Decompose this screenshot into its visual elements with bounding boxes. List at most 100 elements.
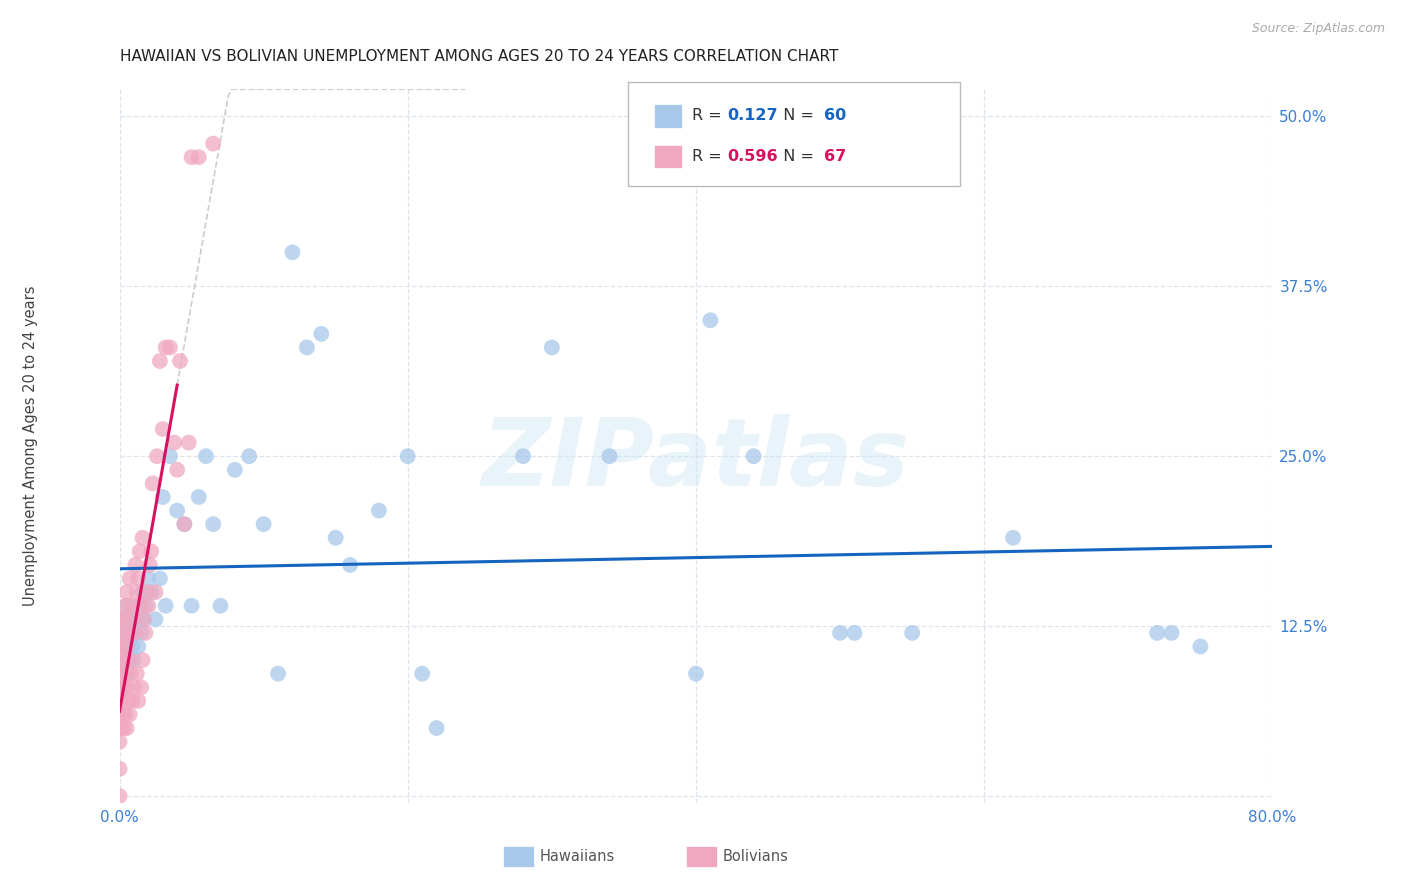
Point <box>699 313 721 327</box>
Point <box>127 572 149 586</box>
Point <box>129 599 152 613</box>
Point <box>108 762 131 776</box>
Point <box>120 666 142 681</box>
Text: Source: ZipAtlas.com: Source: ZipAtlas.com <box>1251 22 1385 36</box>
Point <box>339 558 361 572</box>
Point <box>267 666 290 681</box>
Text: Bolivians: Bolivians <box>723 849 789 863</box>
Point <box>134 626 156 640</box>
Point <box>309 326 333 341</box>
Point <box>114 653 136 667</box>
Point <box>108 640 131 654</box>
Point <box>253 517 276 532</box>
Point <box>1189 640 1212 654</box>
Point <box>295 341 318 355</box>
Point <box>685 666 707 681</box>
Point <box>127 694 149 708</box>
Point <box>115 666 138 681</box>
Point <box>128 612 150 626</box>
Point <box>159 449 181 463</box>
Point <box>131 585 153 599</box>
Point <box>121 694 143 708</box>
Point <box>120 626 142 640</box>
Point <box>163 435 186 450</box>
Point <box>115 721 138 735</box>
Point <box>122 626 145 640</box>
Point <box>110 640 132 654</box>
Point <box>830 626 852 640</box>
Point <box>844 626 866 640</box>
Point <box>173 517 195 532</box>
Point <box>202 136 225 151</box>
Point <box>209 599 232 613</box>
Text: 0.127: 0.127 <box>727 109 778 123</box>
Point <box>132 612 155 626</box>
Point <box>512 449 534 463</box>
Point <box>108 734 131 748</box>
Point <box>108 680 131 694</box>
Point <box>134 599 156 613</box>
Text: N =: N = <box>773 109 820 123</box>
Point <box>114 626 136 640</box>
Point <box>122 612 145 626</box>
Point <box>122 653 145 667</box>
Point <box>166 463 188 477</box>
Point <box>202 517 225 532</box>
Point <box>132 612 155 626</box>
Point <box>131 531 153 545</box>
Point <box>599 449 621 463</box>
Point <box>145 612 167 626</box>
Text: N =: N = <box>773 149 820 163</box>
Point <box>110 666 132 681</box>
Point <box>115 585 138 599</box>
Point <box>108 707 131 722</box>
Point <box>177 435 200 450</box>
Point <box>117 640 139 654</box>
Point <box>142 476 165 491</box>
Point <box>108 612 131 626</box>
Point <box>187 150 209 164</box>
Point <box>152 422 174 436</box>
Point <box>396 449 419 463</box>
Point <box>121 612 143 626</box>
Text: Unemployment Among Ages 20 to 24 years: Unemployment Among Ages 20 to 24 years <box>24 285 38 607</box>
Point <box>111 612 134 626</box>
Point <box>173 517 195 532</box>
Point <box>901 626 924 640</box>
Point <box>129 680 152 694</box>
Point <box>129 626 152 640</box>
Point <box>180 599 202 613</box>
Point <box>138 572 160 586</box>
Point <box>1146 626 1168 640</box>
Point <box>152 490 174 504</box>
Point <box>368 503 391 517</box>
Point <box>149 572 172 586</box>
Point <box>146 449 169 463</box>
Point <box>1160 626 1182 640</box>
Text: R =: R = <box>692 109 727 123</box>
Point <box>124 558 146 572</box>
Point <box>120 599 142 613</box>
Text: R =: R = <box>692 149 727 163</box>
Point <box>187 490 209 504</box>
Point <box>742 449 765 463</box>
Point <box>115 680 138 694</box>
Point <box>110 721 132 735</box>
Point <box>121 640 143 654</box>
Point <box>125 666 148 681</box>
Point <box>155 599 177 613</box>
Point <box>112 653 135 667</box>
Point <box>155 341 177 355</box>
Point <box>114 599 136 613</box>
Point <box>118 612 141 626</box>
Point <box>139 558 162 572</box>
Text: Hawaiians: Hawaiians <box>540 849 616 863</box>
Point <box>131 653 153 667</box>
Point <box>111 666 134 681</box>
Point <box>112 612 135 626</box>
Point <box>238 449 260 463</box>
Text: HAWAIIAN VS BOLIVIAN UNEMPLOYMENT AMONG AGES 20 TO 24 YEARS CORRELATION CHART: HAWAIIAN VS BOLIVIAN UNEMPLOYMENT AMONG … <box>120 49 838 64</box>
Point <box>118 653 141 667</box>
Text: 67: 67 <box>824 149 846 163</box>
Point <box>127 640 149 654</box>
